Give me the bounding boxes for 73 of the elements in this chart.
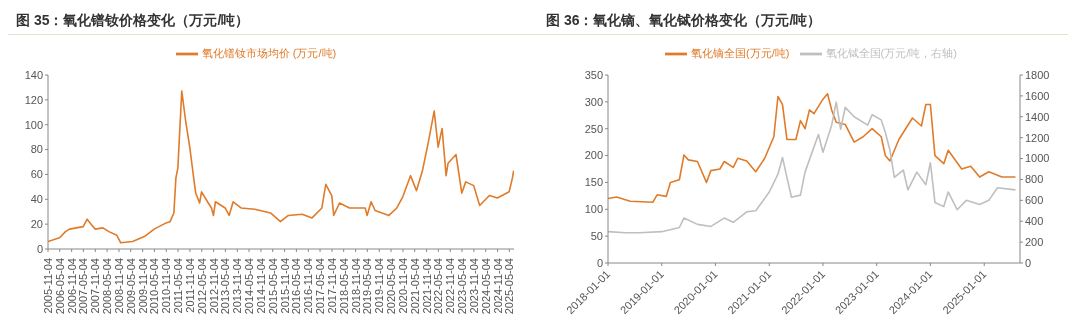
x-tick-label: 2022-11-04: [444, 258, 457, 314]
y-tick-label: 150: [584, 176, 603, 189]
y-tick-label: 60: [30, 168, 43, 181]
y-tick-label: 80: [30, 143, 43, 156]
x-tick-label: 2014-05-04: [243, 258, 256, 315]
y-tick-label: 20: [30, 218, 43, 231]
line-series: [608, 101, 1017, 234]
x-tick-label: 2024-11-04: [491, 258, 504, 314]
x-tick-label: 2015-05-04: [266, 258, 279, 315]
y2-tick-label: 200: [1025, 236, 1044, 249]
x-tick-label: 2009-11-04: [136, 258, 149, 314]
x-tick-label: 2010-05-04: [148, 258, 161, 315]
x-tick-label: 2020-11-04: [396, 258, 409, 314]
x-tick-label: 2019-11-04: [373, 258, 386, 314]
x-tick-label: 2008-11-04: [113, 258, 125, 314]
x-tick-label: 2010-11-04: [160, 258, 173, 314]
y-tick-label: 350: [584, 68, 603, 81]
y2-tick-label: 0: [1025, 256, 1032, 269]
x-tick-label: 2022-05-04: [432, 258, 445, 315]
y-tick-label: 200: [584, 149, 603, 162]
y2-tick-label: 1800: [1025, 68, 1050, 81]
legend-label: 氧化镨钕市场均价 (万元/吨): [201, 46, 337, 59]
x-tick-label: 2017-11-04: [325, 258, 338, 314]
line-series: [48, 90, 514, 244]
legend-label: 氧化镝全国(万元/吨): [691, 46, 790, 59]
y-tick-label: 0: [36, 242, 43, 255]
y-tick-label: 100: [584, 203, 603, 216]
chart-title: 图 36：氧化镝、氧化铽价格变化（万元/吨）: [538, 8, 1068, 35]
x-tick-label: 2013-05-04: [219, 258, 232, 315]
y-tick-label: 0: [596, 256, 603, 269]
y-tick-label: 300: [584, 95, 603, 108]
y-tick-label: 140: [24, 68, 43, 81]
y2-tick-label: 600: [1025, 194, 1044, 207]
x-tick-label: 2018-05-04: [337, 258, 350, 315]
y2-tick-label: 1600: [1025, 89, 1050, 102]
x-tick-label: 2006-05-04: [53, 258, 66, 315]
x-tick-label: 2018-11-04: [349, 258, 362, 314]
x-tick-label: 2006-11-04: [65, 258, 78, 314]
y2-tick-label: 400: [1025, 215, 1044, 228]
x-tick-label: 2024-05-04: [479, 258, 492, 315]
x-tick-label: 2021-11-04: [420, 258, 433, 314]
y2-tick-label: 800: [1025, 173, 1044, 186]
x-tick-label: 2009-05-04: [124, 258, 137, 315]
x-tick-label: 2023-11-04: [467, 258, 480, 314]
x-tick-label: 2023-05-04: [455, 258, 468, 315]
y-tick-label: 120: [24, 93, 43, 106]
x-tick-label: 2017-05-04: [314, 258, 327, 315]
y2-tick-label: 1200: [1025, 131, 1050, 144]
y2-tick-label: 1000: [1025, 152, 1050, 165]
x-tick-label: 2012-05-04: [195, 258, 208, 315]
x-tick-label: 2014-11-04: [254, 258, 267, 314]
x-tick-label: 2011-05-04: [172, 258, 185, 314]
x-tick-label: 2019-05-04: [361, 258, 374, 315]
x-tick-label: 2012-11-04: [207, 258, 220, 314]
x-tick-label: 2008-05-04: [101, 258, 114, 315]
y-tick-label: 40: [30, 193, 43, 206]
x-tick-label: 2005-11-04: [42, 258, 54, 314]
x-tick-label: 2025-05-04: [503, 258, 516, 315]
line-series: [608, 93, 1017, 204]
y-tick-label: 50: [590, 230, 603, 243]
x-tick-label: 2021-05-04: [408, 258, 421, 315]
x-tick-label: 2020-05-04: [385, 258, 398, 315]
x-tick-label: 2013-11-04: [231, 258, 244, 314]
y-tick-label: 250: [584, 122, 603, 135]
x-tick-label: 2015-11-04: [278, 258, 291, 314]
chart-title: 图 35：氧化镨钕价格变化（万元/吨）: [8, 8, 538, 35]
x-tick-label: 2016-05-04: [290, 258, 303, 315]
x-tick-label: 2016-11-04: [302, 258, 315, 314]
x-tick-label: 2007-05-04: [77, 258, 90, 315]
x-tick-label: 2007-11-04: [89, 258, 102, 314]
x-tick-label: 2011-11-04: [183, 258, 196, 313]
y-tick-label: 100: [24, 118, 43, 131]
y2-tick-label: 1400: [1025, 110, 1050, 123]
